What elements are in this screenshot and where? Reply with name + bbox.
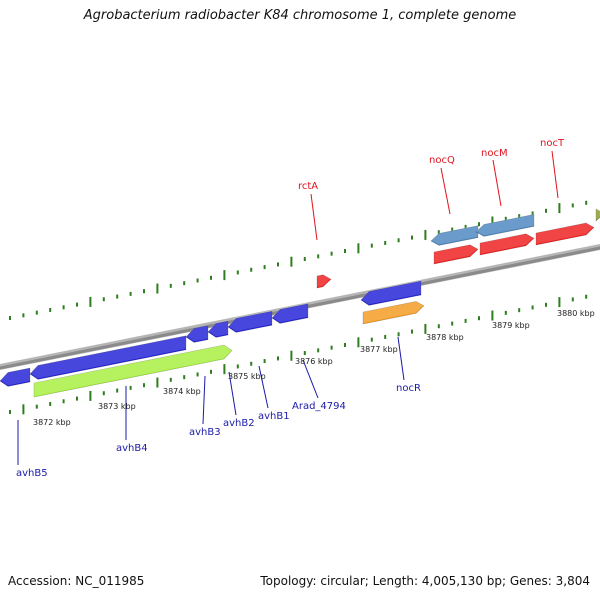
gene-rctA bbox=[316, 273, 332, 289]
genome-summary-text: Topology: circular; Length: 4,005,130 bp… bbox=[260, 574, 590, 588]
gene-avhB3-shine bbox=[186, 324, 208, 342]
gene-avhB1-shine bbox=[228, 310, 272, 332]
gene-rctA-shine bbox=[317, 273, 331, 287]
gene-avhB2-body bbox=[207, 320, 229, 338]
ruler-label-3876: 3876 kbp bbox=[295, 357, 333, 366]
leader-avhB1 bbox=[258, 365, 269, 409]
gene-nocT-shine bbox=[536, 222, 594, 244]
gene-label-nocT: nocT bbox=[540, 138, 565, 149]
gene-label-nocR: nocR bbox=[396, 383, 421, 394]
ruler-label-3879: 3879 kbp bbox=[492, 321, 530, 330]
gene-avhB4-shine bbox=[30, 334, 186, 379]
gene-red-2-body bbox=[479, 233, 535, 256]
gene-nocR-body bbox=[362, 301, 425, 325]
leader-avhB2 bbox=[228, 371, 237, 416]
gene-nocR-shine bbox=[363, 300, 424, 323]
gene-avhB4-body bbox=[29, 335, 187, 380]
gene-red-1-body bbox=[433, 244, 479, 265]
gene-nocM-shine bbox=[476, 213, 534, 236]
map-title: Agrobacterium radiobacter K84 chromosome… bbox=[83, 8, 517, 23]
gene-olive bbox=[595, 208, 600, 222]
gene-avhB4 bbox=[29, 334, 187, 380]
ruler-label-3877: 3877 kbp bbox=[360, 345, 398, 354]
gene-nocM bbox=[475, 213, 535, 237]
ruler-ticks bbox=[9, 200, 588, 415]
gene-avhB1 bbox=[227, 310, 273, 333]
ruler-label-3872: 3872 kbp bbox=[33, 418, 71, 427]
gene-nocR bbox=[362, 300, 425, 325]
gene-avhB3 bbox=[185, 324, 209, 343]
gene-nocT bbox=[535, 222, 595, 246]
gene-lime bbox=[33, 344, 233, 398]
gene-lime-shine bbox=[34, 344, 232, 396]
leader-rctA bbox=[310, 193, 318, 241]
leader-nocT bbox=[551, 150, 559, 199]
gene-nocM-body bbox=[475, 214, 535, 237]
gene-label-rctA: rctA bbox=[298, 181, 318, 192]
gene-avhB5-shine bbox=[0, 367, 30, 386]
gene-label-avhB2: avhB2 bbox=[223, 418, 255, 429]
gene-label-avhB3: avhB3 bbox=[189, 427, 221, 438]
gene-avhB2 bbox=[207, 320, 229, 338]
gene-Arad_4794 bbox=[271, 302, 309, 324]
leader-nocM bbox=[492, 159, 502, 207]
gene-red-1 bbox=[433, 243, 479, 265]
gene-label-nocQ: nocQ bbox=[429, 155, 455, 166]
gene-nocQ-shine bbox=[431, 224, 478, 245]
gene-nocR-blue-body bbox=[360, 280, 422, 306]
gene-Arad_4794-shine bbox=[272, 302, 308, 323]
gene-avhB5 bbox=[0, 367, 31, 387]
gene-red-2-shine bbox=[480, 232, 534, 254]
gene-avhB5-body bbox=[0, 367, 31, 387]
gene-avhB3-body bbox=[185, 325, 209, 343]
gene-olive-shine bbox=[596, 208, 600, 220]
gene-nocR-blue bbox=[360, 280, 422, 306]
gene-rctA-body bbox=[316, 274, 332, 289]
gene-nocR-blue-shine bbox=[361, 280, 421, 305]
ruler-label-3873: 3873 kbp bbox=[98, 402, 136, 411]
gene-avhB1-body bbox=[227, 310, 273, 333]
ruler-label-3874: 3874 kbp bbox=[163, 387, 201, 396]
gene-avhB2-shine bbox=[208, 320, 228, 337]
gene-label-avhB4: avhB4 bbox=[116, 443, 148, 454]
gene-Arad_4794-body bbox=[271, 303, 309, 324]
leader-avhB3 bbox=[202, 375, 206, 425]
gene-red-1-shine bbox=[434, 243, 478, 263]
gene-label-nocM: nocM bbox=[481, 148, 508, 159]
ruler-label-3878: 3878 kbp bbox=[426, 333, 464, 342]
gene-nocQ bbox=[430, 224, 479, 246]
gene-label-avhB5: avhB5 bbox=[16, 468, 48, 479]
label-leader-lines bbox=[17, 150, 559, 465]
ruler-label-3880: 3880 kbp bbox=[557, 309, 595, 318]
gene-label-Arad_4794: Arad_4794 bbox=[292, 401, 346, 412]
gene-lime-body bbox=[33, 344, 233, 398]
ruler-label-3875: 3875 kbp bbox=[228, 372, 266, 381]
gene-features bbox=[0, 208, 600, 398]
gene-label-avhB1: avhB1 bbox=[258, 411, 290, 422]
accession-text: Accession: NC_011985 bbox=[8, 574, 145, 588]
gene-red-2 bbox=[479, 232, 535, 256]
gene-olive-body bbox=[595, 208, 600, 222]
leader-Arad_4794 bbox=[302, 359, 319, 399]
leader-nocR bbox=[397, 336, 405, 381]
gene-nocT-body bbox=[535, 222, 595, 246]
leader-nocQ bbox=[440, 167, 451, 215]
